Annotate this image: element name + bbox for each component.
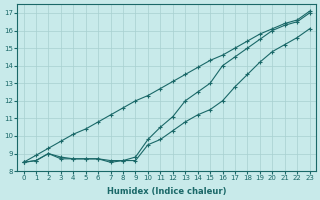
X-axis label: Humidex (Indice chaleur): Humidex (Indice chaleur) (107, 187, 226, 196)
